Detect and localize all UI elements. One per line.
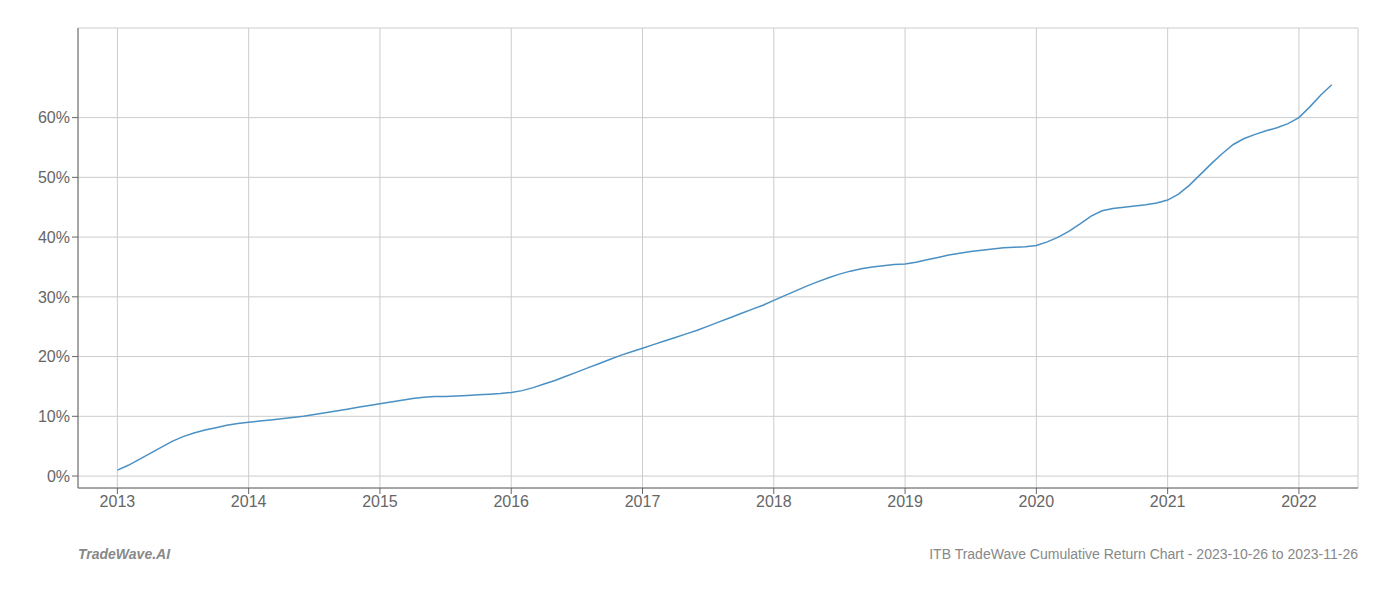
html-text:ITB TradeWave Cumulative Retur: ITB TradeWave Cumulative Return Chart - … [929, 546, 1358, 562]
svg-text:2022: 2022 [1281, 493, 1317, 510]
svg-text:2017: 2017 [625, 493, 661, 510]
svg-text:2021: 2021 [1150, 493, 1186, 510]
html-text:TradeWave.AI: TradeWave.AI [78, 546, 171, 562]
svg-text:2014: 2014 [231, 493, 267, 510]
svg-text:2015: 2015 [362, 493, 398, 510]
svg-text:0%: 0% [47, 468, 70, 485]
svg-text:10%: 10% [38, 408, 70, 425]
svg-text:2013: 2013 [100, 493, 136, 510]
svg-text:2016: 2016 [493, 493, 529, 510]
svg-text:2018: 2018 [756, 493, 792, 510]
svg-text:2019: 2019 [887, 493, 923, 510]
svg-text:50%: 50% [38, 169, 70, 186]
svg-text:30%: 30% [38, 289, 70, 306]
svg-text:40%: 40% [38, 229, 70, 246]
svg-text:2020: 2020 [1019, 493, 1055, 510]
svg-text:60%: 60% [38, 109, 70, 126]
svg-text:20%: 20% [38, 348, 70, 365]
